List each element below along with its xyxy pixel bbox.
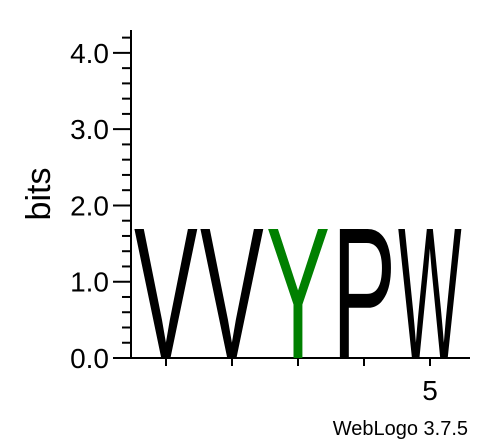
logo-letter-v: V	[134, 188, 198, 398]
logo-letter-y: Y	[266, 188, 330, 398]
y-axis-title: bits	[20, 168, 58, 221]
logo-letter-p: P	[332, 188, 396, 398]
logo-letter-w: W	[398, 188, 462, 398]
y-tick-label: 0.0	[70, 343, 109, 374]
y-axis: 0.0 1.0 2.0 3.0 4.0	[70, 30, 132, 374]
y-tick-label: 1.0	[70, 267, 109, 298]
x-tick-label: 5	[422, 375, 438, 406]
weblogo-credit: WebLogo 3.7.5	[333, 418, 468, 440]
y-tick-label: 2.0	[70, 190, 109, 221]
logo-letter-v: V	[200, 188, 264, 398]
x-axis: 5	[131, 357, 470, 406]
y-tick-label: 3.0	[70, 114, 109, 145]
y-tick-label: 4.0	[70, 38, 109, 69]
